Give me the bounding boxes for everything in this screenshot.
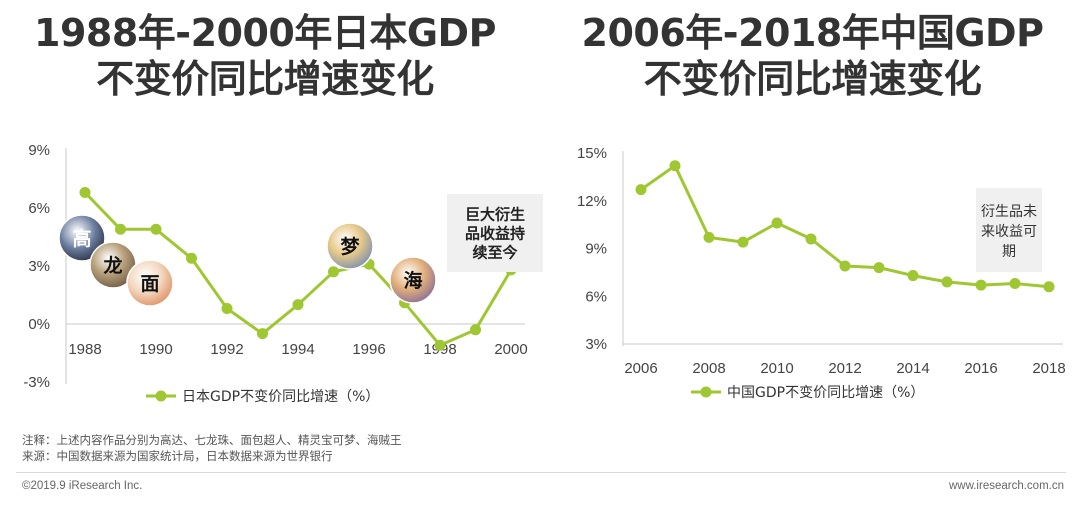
data-point [1009, 278, 1021, 290]
x-tick-label: 1990 [139, 341, 172, 358]
badge-image [326, 222, 374, 270]
note-line: 注释：上述内容作品分别为高达、七龙珠、面包超人、精灵宝可梦、海贼王 [22, 433, 402, 447]
data-point [328, 266, 339, 278]
callout-text: 巨大衍生 [465, 206, 525, 224]
y-tick-label: -3% [23, 374, 50, 391]
source-line: 来源：中国数据来源为国家统计局，日本数据来源为世界银行 [22, 449, 333, 463]
data-point [257, 328, 268, 340]
y-tick-label: 0% [28, 316, 50, 333]
x-tick-label: 2012 [828, 360, 861, 377]
callout-text: 品收益持 [465, 225, 525, 243]
legend-label: 中国GDP不变价同比增速（%） [727, 385, 924, 401]
y-tick-label: 6% [28, 200, 50, 217]
data-point [470, 324, 481, 336]
data-point [703, 231, 715, 243]
x-tick-label: 1996 [352, 341, 385, 358]
left-chart-title: 1988年-2000年日本GDP 不变价同比增速变化 [0, 10, 530, 102]
callout-background [976, 188, 1042, 272]
data-point [771, 217, 783, 229]
footer-divider [16, 472, 1066, 473]
legend: 中国GDP不变价同比增速（%） [691, 385, 924, 401]
y-tick-label: 6% [585, 288, 607, 305]
y-tick-label: 15% [577, 145, 607, 162]
y-tick-label: 3% [585, 336, 607, 353]
japan-gdp-chart: 9%6%3%0%-3%1988199019921994199619982000日… [23, 142, 543, 405]
badge-label: 海 [403, 269, 422, 292]
data-point [79, 187, 91, 199]
x-tick-label: 1988 [68, 341, 101, 358]
data-point [221, 303, 233, 315]
data-point [805, 233, 817, 245]
data-point [635, 184, 647, 196]
data-point [907, 270, 919, 282]
x-tick-label: 2000 [494, 341, 527, 358]
work-badge: 海 [389, 256, 437, 304]
badge-image [126, 259, 174, 307]
callout-text: 来收益可 [981, 224, 1037, 240]
data-point [873, 262, 885, 274]
legend-label: 日本GDP不变价同比增速（%） [182, 389, 379, 405]
data-point [839, 260, 851, 272]
callout-text: 期 [1002, 244, 1016, 260]
badge-image [58, 214, 106, 262]
work-badge: 龙 [89, 241, 137, 289]
data-point [186, 252, 197, 264]
x-tick-label: 2008 [692, 360, 725, 377]
legend-marker [700, 386, 712, 398]
legend: 日本GDP不变价同比增速（%） [146, 389, 379, 405]
badge-image [389, 256, 437, 304]
left-title-line1: 1988年-2000年日本GDP [34, 11, 496, 55]
work-badge: 高 [58, 214, 106, 262]
data-point [975, 279, 987, 291]
badge-label: 面 [140, 273, 159, 295]
x-tick-label: 1992 [210, 341, 243, 358]
callout-text: 衍生品未 [981, 204, 1037, 220]
data-point [1043, 281, 1055, 293]
right-title-line2: 不变价同比增速变化 [643, 57, 982, 101]
y-tick-label: 9% [585, 241, 607, 258]
badge-label: 高 [72, 227, 91, 250]
right-chart-title: 2006年-2018年中国GDP 不变价同比增速变化 [545, 10, 1080, 102]
x-tick-label: 1994 [281, 341, 314, 358]
data-point [941, 276, 953, 288]
copyright: ©2019.9 iResearch Inc. [22, 480, 143, 492]
work-badge: 面 [126, 259, 174, 307]
data-point [150, 223, 162, 235]
badge-label: 梦 [340, 235, 360, 258]
left-title-line2: 不变价同比增速变化 [96, 57, 434, 101]
data-point [292, 299, 304, 311]
china-gdp-chart: 15% 12% 9% 6% 3% 2006 2008 2010 2012 2014 2016 2018… [577, 145, 1066, 401]
data-point [737, 236, 749, 248]
x-tick-label: 2016 [964, 360, 997, 377]
legend-marker [155, 390, 167, 402]
data-point [434, 339, 446, 351]
x-tick-label: 2018 [1032, 360, 1065, 377]
callout-background [447, 194, 543, 272]
work-badge: 梦 [326, 222, 374, 270]
y-tick-label: 12% [577, 193, 607, 210]
right-title-line1: 2006年-2018年中国GDP [581, 11, 1044, 55]
callout-text: 续至今 [472, 244, 517, 262]
y-tick-label: 3% [28, 258, 50, 275]
x-tick-label: 2006 [624, 360, 657, 377]
badge-label: 龙 [103, 254, 122, 277]
website: www.iresearch.com.cn [948, 480, 1064, 492]
data-point [669, 160, 681, 172]
notes: 注释：上述内容作品分别为高达、七龙珠、面包超人、精灵宝可梦、海贼王 来源：中国数… [22, 432, 402, 464]
data-point [115, 223, 126, 235]
x-tick-label: 2010 [760, 360, 793, 377]
x-tick-label: 2014 [896, 360, 929, 377]
y-tick-label: 9% [28, 142, 50, 159]
